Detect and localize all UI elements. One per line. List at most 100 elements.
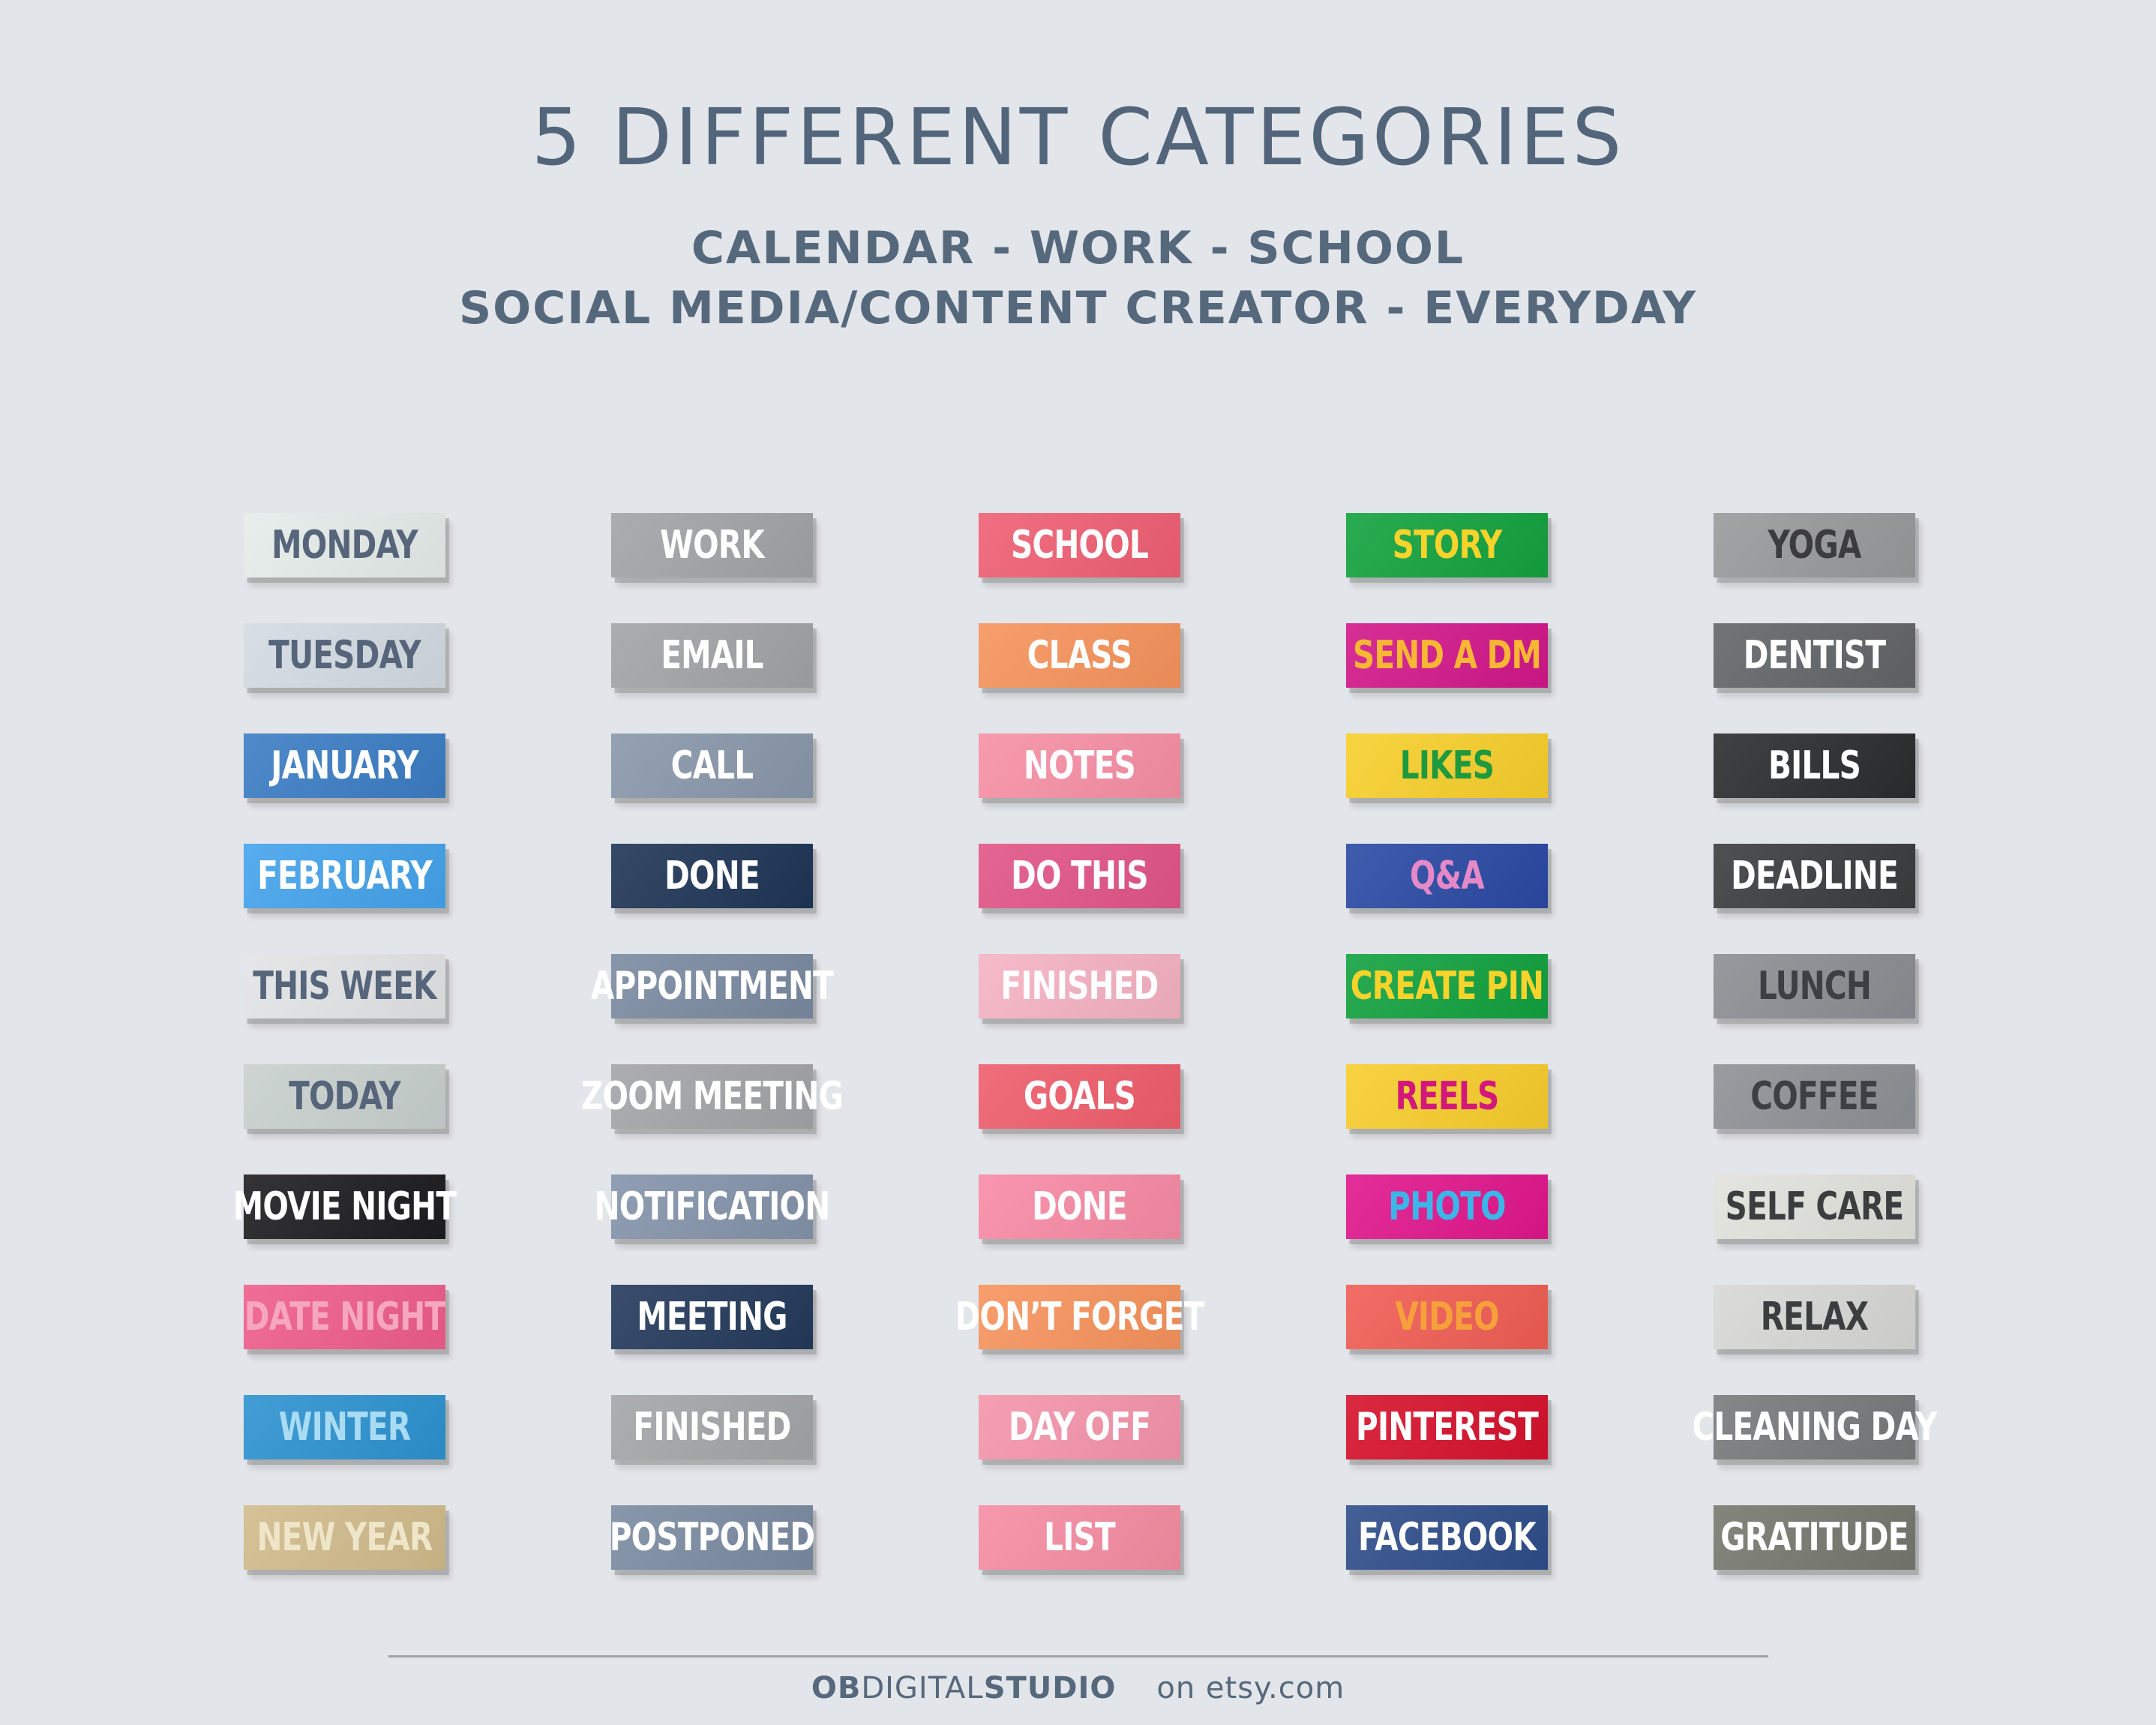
sticker-label: EMAIL: [610, 623, 814, 688]
sticker-label: FINISHED: [610, 1395, 814, 1460]
brand-digital: DIGITAL: [861, 1671, 984, 1706]
sticker-label-text: CREATE PIN: [1350, 964, 1544, 1009]
sticker-label-text: PHOTO: [1388, 1184, 1506, 1229]
sticker-label: POSTPONED: [609, 1505, 815, 1570]
sticker-label-text: APPOINTMENT: [590, 964, 834, 1009]
sticker-label-text: DO THIS: [1011, 854, 1149, 898]
sticker-label: CLEANING DAY: [1692, 1395, 1937, 1460]
sticker-label-text: THIS WEEK: [253, 964, 436, 1009]
brand-studio: STUDIO: [983, 1671, 1117, 1706]
sticker-label: APPOINTMENT: [591, 954, 834, 1018]
sticker-label-text: MEETING: [637, 1294, 787, 1340]
sticker-label-text: ZOOM MEETING: [580, 1074, 844, 1119]
sticker-label: DO THIS: [978, 844, 1181, 908]
sticker-label-text: DONE: [1032, 1184, 1127, 1229]
sticker-label: RELAX: [1713, 1285, 1916, 1349]
sticker-label-text: BILLS: [1768, 743, 1861, 788]
sticker-label: DEADLINE: [1713, 844, 1916, 908]
sticker-label-text: POSTPONED: [609, 1515, 815, 1560]
label-grid: MONDAY TUESDAY JANUARY FEBRUARY THIS WEEK TOD…: [215, 513, 1945, 1572]
sticker-label-text: STORY: [1392, 523, 1503, 568]
sticker-label-text: RELAX: [1760, 1294, 1869, 1340]
sticker-label-text: WINTER: [278, 1405, 411, 1450]
sticker-label: SEND A DM: [1345, 623, 1549, 688]
sticker-label: SELF CARE: [1713, 1174, 1916, 1239]
sticker-label: DENTIST: [1713, 623, 1916, 688]
sticker-label: WORK: [610, 513, 814, 578]
sticker-label: SCHOOL: [978, 513, 1181, 578]
sticker-label-text: VIDEO: [1395, 1294, 1499, 1340]
sticker-label: Q&A: [1345, 844, 1549, 908]
sticker-label: NEW YEAR: [243, 1505, 446, 1570]
footer-divider: [388, 1655, 1768, 1658]
sticker-label-text: DATE NIGHT: [244, 1294, 445, 1340]
sticker-label: CALL: [610, 734, 814, 798]
sticker-label-text: SEND A DM: [1352, 633, 1542, 678]
sticker-label-text: LUNCH: [1757, 964, 1872, 1009]
sticker-label-text: EMAIL: [661, 633, 763, 678]
sticker-label-text: GRATITUDE: [1720, 1515, 1909, 1560]
sticker-label: COFFEE: [1713, 1064, 1916, 1129]
sticker-label-text: FACEBOOK: [1358, 1515, 1537, 1560]
sticker-label-text: PINTEREST: [1356, 1405, 1539, 1450]
sticker-label: FACEBOOK: [1345, 1505, 1549, 1570]
subtitle-categories-line1: CALENDAR - WORK - SCHOOL: [691, 222, 1465, 274]
sticker-label: MOVIE NIGHT: [233, 1174, 457, 1239]
sticker-label-text: MONDAY: [271, 523, 418, 568]
brand-ob: OB: [811, 1671, 862, 1706]
sticker-label: NOTES: [978, 734, 1181, 798]
sticker-label-text: DON’T FORGET: [955, 1294, 1204, 1340]
sticker-label-text: Q&A: [1410, 854, 1485, 898]
sticker-label-text: NOTES: [1023, 743, 1136, 788]
sticker-label-text: DONE: [664, 854, 760, 898]
etsy-link-text: on etsy.com: [1156, 1671, 1345, 1706]
sticker-label: PINTEREST: [1345, 1395, 1549, 1460]
sticker-label: VIDEO: [1345, 1285, 1549, 1349]
sticker-label-text: MOVIE NIGHT: [232, 1184, 457, 1229]
sticker-label: YOGA: [1713, 513, 1916, 578]
sticker-label: GRATITUDE: [1713, 1505, 1916, 1570]
sticker-label: WINTER: [243, 1395, 446, 1460]
sticker-label: BILLS: [1713, 734, 1916, 798]
sticker-label: DON’T FORGET: [955, 1285, 1204, 1349]
sticker-label-text: FINISHED: [633, 1405, 791, 1450]
sticker-label-text: TUESDAY: [268, 633, 421, 678]
sticker-label: GOALS: [978, 1064, 1181, 1129]
sticker-label: NOTIFICATION: [595, 1174, 830, 1239]
sticker-label: TODAY: [243, 1064, 446, 1129]
sticker-label-text: NOTIFICATION: [594, 1184, 831, 1229]
sticker-label: MONDAY: [243, 513, 446, 578]
page-title: 5 DIFFERENT CATEGORIES: [531, 92, 1625, 183]
sticker-label: JANUARY: [243, 734, 446, 798]
sticker-label-text: COFFEE: [1750, 1074, 1879, 1119]
sticker-label: CLASS: [978, 623, 1181, 688]
sticker-label: CREATE PIN: [1345, 954, 1549, 1018]
sticker-label-text: LIST: [1044, 1515, 1115, 1560]
sticker-label: LIST: [978, 1505, 1181, 1570]
sticker-label-text: WORK: [660, 523, 765, 568]
sticker-label: DONE: [610, 844, 814, 908]
sticker-label-text: LIKES: [1399, 743, 1495, 788]
sticker-label-text: DEADLINE: [1731, 854, 1899, 898]
sticker-label: LUNCH: [1713, 954, 1916, 1018]
sticker-label-text: FINISHED: [1000, 964, 1159, 1009]
sticker-label-text: FEBRUARY: [257, 854, 433, 898]
sticker-label-text: DAY OFF: [1008, 1405, 1151, 1450]
sticker-label-text: GOALS: [1023, 1074, 1136, 1119]
sticker-label: STORY: [1345, 513, 1549, 578]
sticker-label-text: REELS: [1395, 1074, 1500, 1119]
sticker-label: MEETING: [610, 1285, 814, 1349]
footer-credit: OBDIGITALSTUDIO on etsy.com: [0, 1671, 2156, 1706]
sticker-label-text: CLASS: [1027, 633, 1132, 678]
sticker-label-text: SCHOOL: [1010, 523, 1149, 568]
sticker-label-text: SELF CARE: [1725, 1184, 1904, 1229]
subtitle-categories-line2: SOCIAL MEDIA/CONTENT CREATOR - EVERYDAY: [458, 282, 1698, 334]
sticker-label: LIKES: [1345, 734, 1549, 798]
sticker-label-text: JANUARY: [271, 743, 418, 788]
sticker-label-text: CLEANING DAY: [1692, 1405, 1937, 1450]
sticker-label: ZOOM MEETING: [581, 1064, 844, 1129]
sticker-label: FEBRUARY: [243, 844, 446, 908]
sticker-label-text: DENTIST: [1743, 633, 1886, 678]
sticker-label: THIS WEEK: [243, 954, 446, 1018]
sticker-label: DATE NIGHT: [243, 1285, 445, 1349]
